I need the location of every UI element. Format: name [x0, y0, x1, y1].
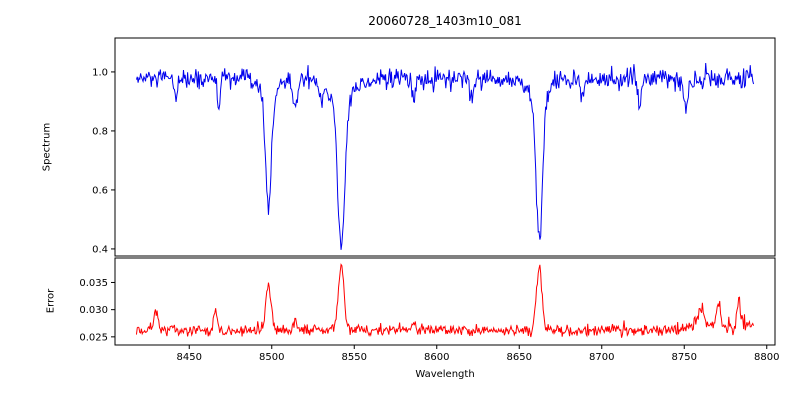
tick-label: 0.8 — [92, 126, 108, 137]
tick-label: 0.035 — [79, 278, 108, 289]
tick-label: 8600 — [424, 352, 449, 363]
tick-label: 0.6 — [92, 185, 108, 196]
tick-label: 8800 — [754, 352, 779, 363]
tick-label: 0.030 — [79, 305, 108, 316]
spectrum-panel-border — [114, 37, 776, 257]
tick-label: 1.0 — [92, 67, 108, 78]
tick-label: 8500 — [259, 352, 284, 363]
tick-label: 8450 — [177, 352, 202, 363]
error-panel-border — [114, 257, 776, 346]
axes-ticks: 8450 8500 8550 8600 8650 8700 8750 8800 0.4 0.6 0.… — [79, 67, 779, 363]
tick-label: 8550 — [342, 352, 367, 363]
error-line — [135, 263, 755, 338]
plot-title: 20060728_1403m10_081 — [368, 14, 522, 28]
spectrum-line — [135, 63, 755, 250]
tick-label: 8700 — [589, 352, 614, 363]
tick-label: 8650 — [507, 352, 532, 363]
x-axis-label: Wavelength — [415, 369, 475, 380]
tick-label: 0.025 — [79, 332, 108, 343]
tick-label: 8750 — [672, 352, 697, 363]
tick-label: 0.4 — [92, 244, 108, 255]
